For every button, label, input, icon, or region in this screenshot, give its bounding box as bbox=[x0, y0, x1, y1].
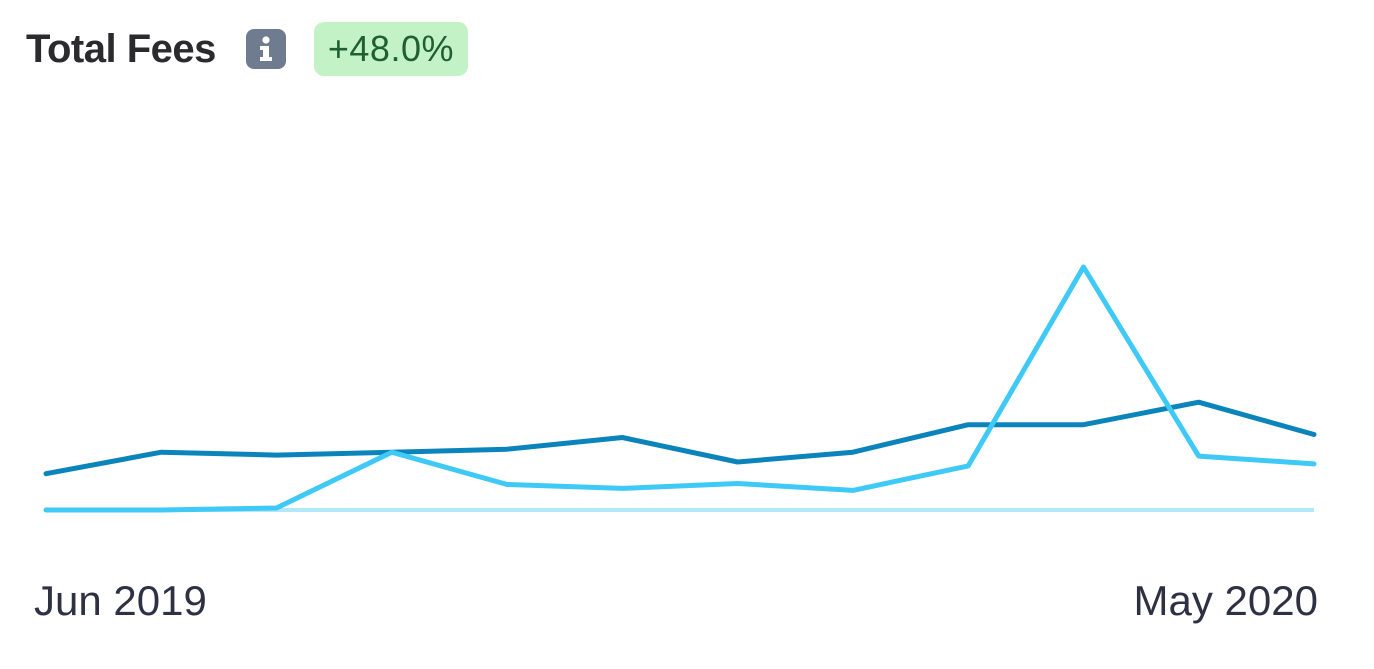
series-line-current bbox=[43, 264, 1317, 513]
change-badge: +48.0% bbox=[313, 22, 468, 76]
x-axis-start-label: Jun 2019 bbox=[34, 577, 207, 624]
chart-title: Total Fees bbox=[26, 27, 216, 71]
x-axis-end-label: May 2020 bbox=[1133, 577, 1318, 624]
chart-header: Total Fees +48.0% bbox=[26, 22, 468, 76]
series-line-previous bbox=[43, 399, 1317, 477]
info-icon[interactable] bbox=[245, 29, 286, 69]
info-icon-glyph bbox=[259, 36, 272, 61]
